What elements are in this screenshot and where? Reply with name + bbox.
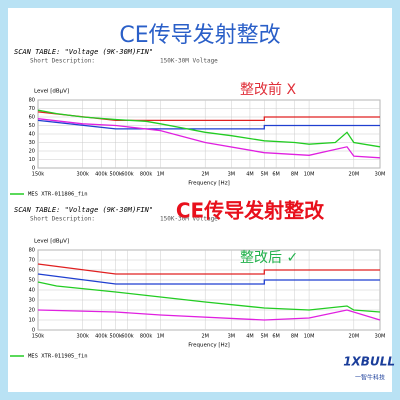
series-line (37, 109, 381, 148)
x-tick-label: 1M (157, 172, 165, 178)
x-tick-label: 600k (121, 172, 134, 178)
y-tick-label: 50 (29, 278, 35, 284)
y-tick-label: 60 (29, 268, 35, 274)
y-tick-label: 30 (29, 140, 35, 146)
y-tick-label: 70 (29, 258, 35, 264)
y-tick-label: 0 (32, 166, 35, 172)
x-tick-label: 2M (201, 334, 209, 340)
y-tick-label: 40 (29, 132, 35, 138)
scan-table: SCAN TABLE: "Voltage (9K-30M)FIN" (14, 206, 153, 214)
legend-label: MES XTR-011806_fin (28, 192, 88, 198)
y-tick-label: 40 (29, 288, 35, 294)
x-tick-label: 30M (375, 172, 386, 178)
y-tick-label: 20 (29, 308, 35, 314)
y-tick-label: 80 (29, 248, 35, 254)
y-tick-label: 30 (29, 298, 35, 304)
series-line (37, 273, 380, 285)
x-tick-label: 400k (95, 334, 108, 340)
x-tick-label: 150k (32, 334, 45, 340)
annotation: 整改前 X (240, 81, 296, 98)
x-axis-label: Frequency [Hz] (188, 343, 229, 349)
legend-label: MES XTR-011905_fin (28, 354, 88, 360)
series-line (37, 281, 381, 313)
x-tick-label: 8M (291, 172, 299, 178)
short-description: 150K-30M Voltage (160, 216, 218, 223)
x-tick-label: 10M (304, 334, 315, 340)
x-tick-label: 6M (272, 172, 280, 178)
x-tick-label: 800k (140, 334, 153, 340)
y-tick-label: 10 (29, 157, 35, 163)
x-tick-label: 6M (272, 334, 280, 340)
y-axis-label: Level [dBμV] (34, 89, 69, 95)
annotation: 整改后 ✓ (240, 250, 298, 266)
y-tick-label: 70 (29, 106, 35, 112)
series-line (37, 263, 380, 275)
x-tick-label: 8M (291, 334, 299, 340)
x-tick-label: 400k (95, 172, 108, 178)
x-tick-label: 150k (32, 172, 45, 178)
y-tick-label: 50 (29, 123, 35, 129)
x-tick-label: 300k (77, 172, 90, 178)
x-tick-label: 3M (228, 334, 236, 340)
overlay-title: CE传导发射整改 (176, 199, 325, 223)
series-line (37, 309, 381, 321)
x-tick-label: 20M (348, 334, 359, 340)
y-tick-label: 0 (32, 328, 35, 334)
x-tick-label: 800k (140, 172, 153, 178)
scan-table: SCAN TABLE: "Voltage (9K-30M)FIN" (14, 48, 153, 56)
page-title: CE传导发射整改 (119, 23, 280, 48)
y-tick-label: 60 (29, 115, 35, 121)
x-tick-label: 5M (261, 334, 269, 340)
x-axis-label: Frequency [Hz] (188, 181, 229, 187)
x-tick-label: 300k (77, 334, 90, 340)
series-line (37, 119, 380, 130)
x-tick-label: 3M (228, 172, 236, 178)
y-tick-label: 80 (29, 98, 35, 104)
x-tick-label: 30M (375, 334, 386, 340)
short-description-label: Short Description: (30, 58, 95, 65)
x-tick-label: 4M (246, 172, 254, 178)
x-tick-label: 600k (121, 334, 134, 340)
y-axis-label: Level [dBμV] (34, 239, 69, 245)
y-tick-label: 10 (29, 318, 35, 324)
x-tick-label: 10M (304, 172, 315, 178)
series-line (37, 118, 381, 159)
short-description: 150K-30M Voltage (160, 58, 218, 65)
short-description-label: Short Description: (30, 216, 95, 223)
logo-name: 一智牛科技 (355, 374, 385, 382)
x-tick-label: 500k (109, 172, 122, 178)
logo-mark: 1XBULL (343, 355, 395, 369)
x-tick-label: 20M (348, 172, 359, 178)
x-tick-label: 500k (109, 334, 122, 340)
x-tick-label: 2M (201, 172, 209, 178)
x-tick-label: 1M (157, 334, 165, 340)
x-tick-label: 5M (261, 172, 269, 178)
y-tick-label: 20 (29, 149, 35, 155)
x-tick-label: 4M (246, 334, 254, 340)
